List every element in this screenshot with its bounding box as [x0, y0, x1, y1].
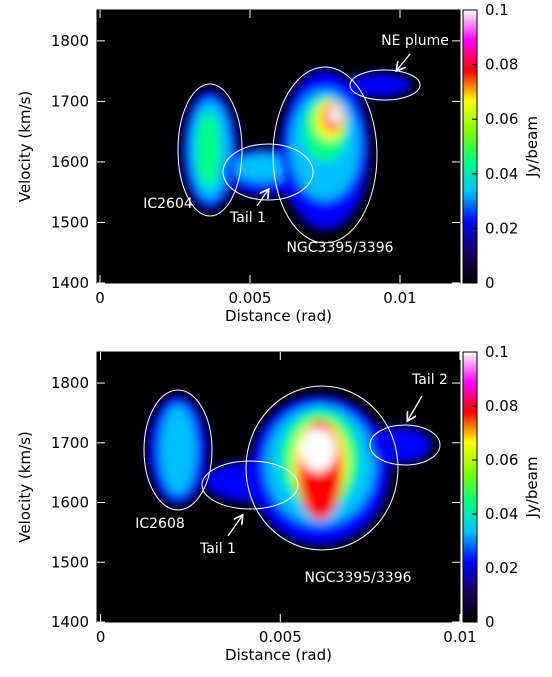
colorbar-tick-label: 0.02: [485, 559, 518, 577]
contour: [369, 424, 441, 466]
x-tick-label: 0: [96, 628, 106, 646]
colorbar: [462, 351, 478, 623]
x-tick-label: 0.005: [229, 289, 272, 307]
emission-blob: [368, 427, 432, 463]
emission-blob: [234, 154, 290, 182]
y-tick-label: 1600: [51, 494, 89, 512]
colorbar: [462, 9, 478, 284]
annotation-arrow: [256, 190, 268, 207]
annotation: NGC3395/3396: [304, 570, 411, 586]
x-axis-label: Distance (rad): [225, 307, 332, 325]
annotation: Tail 1: [229, 210, 266, 226]
contour: [349, 69, 421, 101]
colorbar-tick-label: 0.08: [485, 56, 518, 74]
annotation-arrow: [408, 395, 423, 420]
y-axis-label: Velocity (km/s): [16, 431, 34, 542]
emission-blob: [329, 106, 341, 124]
annotation: IC2608: [135, 516, 185, 532]
y-tick-label: 1500: [51, 213, 89, 231]
y-axis-label: Velocity (km/s): [16, 91, 34, 202]
plot-frame: [96, 351, 461, 623]
colorbar-tick-label: 0.06: [485, 451, 518, 469]
colorbar-tick-label: 0.04: [485, 505, 518, 523]
x-tick-label: 0.01: [443, 628, 476, 646]
y-tick-label: 1800: [51, 374, 89, 392]
colorbar-tick-label: 0: [485, 613, 495, 631]
colorbar-tick-label: 0.06: [485, 110, 518, 128]
colorbar-tick-label: 0.02: [485, 219, 518, 237]
annotation: NE plume: [381, 33, 449, 49]
contour: [201, 460, 299, 510]
emission-blob: [160, 405, 196, 495]
plot-frame: [96, 9, 461, 284]
colorbar-tick-label: 0.1: [485, 1, 509, 19]
y-tick-label: 1600: [51, 153, 89, 171]
colorbar-tick-label: 0.04: [485, 165, 518, 183]
emission-blob: [300, 428, 336, 472]
colorbar-tick-label: 0.1: [485, 343, 509, 361]
x-axis-label: Distance (rad): [225, 646, 332, 664]
annotation-arrow: [397, 53, 411, 70]
colorbar-label: Jy/beam: [523, 116, 541, 178]
emission-blur: [148, 395, 432, 545]
colorbar-label: Jy/beam: [523, 457, 541, 519]
colorbar-tick-label: 0: [485, 274, 495, 292]
annotation: NGC3395/3396: [286, 240, 393, 256]
emission-blob: [348, 73, 412, 97]
y-tick-label: 1700: [51, 92, 89, 110]
x-tick-label: 0.01: [383, 289, 416, 307]
annotation: IC2604: [143, 196, 193, 212]
y-tick-label: 1500: [51, 553, 89, 571]
annotation: Tail 1: [199, 541, 236, 557]
emission: [143, 385, 441, 551]
plot-background: [97, 10, 460, 283]
annotation: Tail 2: [411, 372, 448, 388]
contour: [245, 385, 399, 551]
annotation-arrow: [227, 516, 242, 537]
contour: [272, 66, 378, 244]
emission: [177, 66, 421, 244]
emission-blur: [182, 70, 412, 230]
y-tick-label: 1800: [51, 32, 89, 50]
contour: [177, 83, 243, 217]
contour: [143, 389, 213, 511]
y-tick-label: 1700: [51, 434, 89, 452]
contour: [222, 143, 314, 201]
y-tick-label: 1400: [51, 613, 89, 631]
x-tick-label: 0: [95, 289, 105, 307]
colorbar-tick-label: 0.08: [485, 397, 518, 415]
emission-blob: [196, 112, 220, 188]
x-tick-label: 0.005: [259, 628, 302, 646]
y-tick-label: 1400: [51, 274, 89, 292]
